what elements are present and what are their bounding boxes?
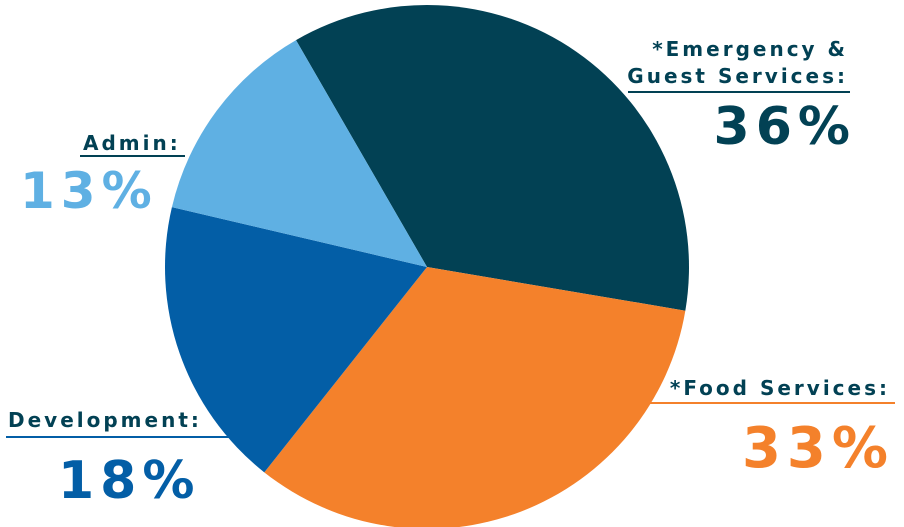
slice-label-development: Development: — [8, 408, 202, 432]
slice-label-food: *Food Services: — [670, 376, 890, 400]
slice-label-emergency-line1: *Emergency & — [652, 37, 848, 61]
slice-value-admin: 13% — [20, 162, 158, 220]
pie-slice-emergency — [296, 4, 689, 311]
slice-value-development: 18% — [58, 451, 200, 511]
slice-label-emergency-line2: Guest Services: — [627, 64, 848, 88]
pie-slices — [164, 4, 689, 527]
slice-value-food: 33% — [742, 416, 894, 481]
label-group-emergency: *Emergency & Guest Services: 36% — [627, 37, 856, 157]
pie-slice-development — [164, 207, 427, 473]
pie-slice-food — [264, 267, 686, 527]
pie-slice-admin — [171, 40, 427, 267]
label-group-development: Development: 18% — [6, 408, 235, 511]
slice-value-emergency: 36% — [714, 97, 856, 157]
slice-label-admin: Admin: — [83, 131, 181, 155]
label-group-food: *Food Services: 33% — [650, 376, 895, 481]
label-group-admin: Admin: 13% — [20, 131, 185, 220]
